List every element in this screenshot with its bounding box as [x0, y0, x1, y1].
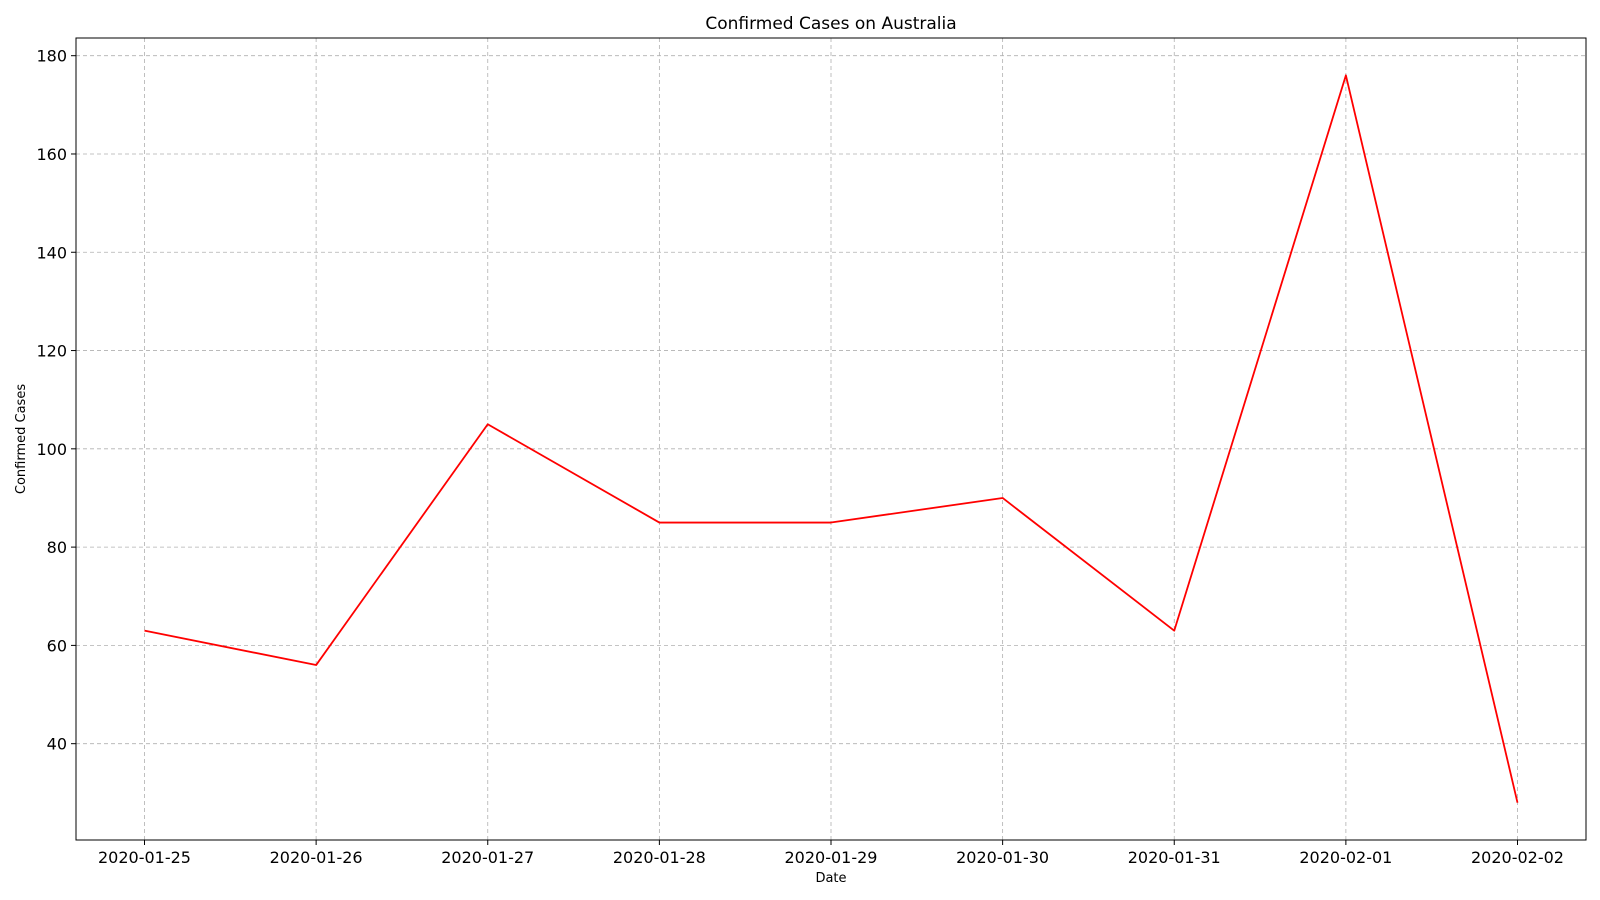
- tick-marks: [71, 55, 1518, 845]
- y-tick-label: 60: [47, 636, 67, 655]
- y-tick-label: 180: [36, 47, 67, 66]
- x-tick-label: 2020-01-25: [98, 848, 191, 867]
- x-tick-label: 2020-01-28: [613, 848, 706, 867]
- y-axis-label: Confirmed Cases: [14, 384, 29, 494]
- y-tick-label: 40: [47, 735, 67, 754]
- x-tick-labels: 2020-01-25 2020-01-26 2020-01-27 2020-01-28…: [98, 848, 1564, 867]
- x-tick-label: 2020-01-26: [270, 848, 363, 867]
- x-tick-label: 2020-02-01: [1299, 848, 1392, 867]
- y-tick-label: 120: [36, 342, 67, 361]
- grid-lines: [76, 38, 1586, 840]
- chart-title: Confirmed Cases on Australia: [705, 14, 956, 34]
- x-tick-label: 2020-01-31: [1128, 848, 1221, 867]
- x-tick-label: 2020-01-27: [441, 848, 534, 867]
- series-line: [144, 74, 1519, 803]
- y-tick-label: 80: [47, 538, 67, 557]
- x-tick-label: 2020-02-02: [1471, 848, 1564, 867]
- x-tick-label: 2020-01-29: [785, 848, 878, 867]
- y-tick-labels: 40 60 80 100 120 140 160 180: [36, 47, 67, 754]
- y-tick-label: 160: [36, 145, 67, 164]
- x-tick-label: 2020-01-30: [956, 848, 1049, 867]
- x-axis-label: Date: [815, 871, 846, 886]
- series-layer: [144, 74, 1519, 803]
- y-tick-label: 140: [36, 243, 67, 262]
- y-tick-label: 100: [36, 440, 67, 459]
